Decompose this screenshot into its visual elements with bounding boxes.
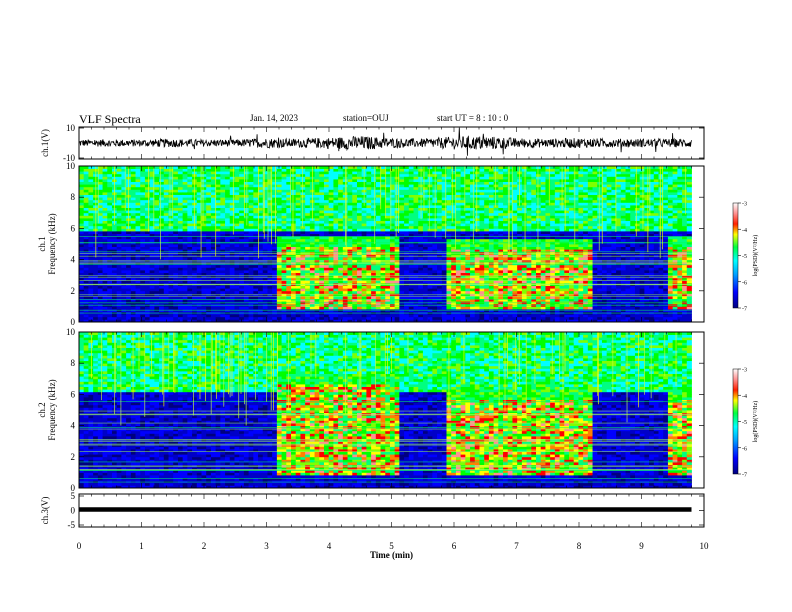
ch2-colorbar: -3 -4 -5 -6 -7 log(PSD)(V²/Hz)	[732, 368, 759, 479]
time-tick-1: 1	[139, 541, 144, 551]
ch3-waveform-panel: 5 0 -5 ch.3(V)	[40, 491, 705, 530]
ch2-spec-colorbar-tick--4: -4	[742, 394, 747, 400]
ch1-spec-ytick-4: 4	[71, 255, 76, 265]
time-tick-5: 5	[389, 541, 394, 551]
header-station: station=OUJ	[343, 113, 389, 123]
ch1-waveform-panel: 10 -10 ch.1(V)	[40, 123, 705, 163]
ch2-spec-colorbar-tick--3: -3	[742, 368, 747, 374]
ch1-colorbar: -3 -4 -5 -6 -7 log(PSD)(V²/Hz)	[732, 202, 759, 313]
ch1-spec-colorbar-scale	[732, 202, 739, 309]
ch1-spec-ytick-6: 6	[71, 223, 76, 233]
time-tick-10: 10	[700, 541, 710, 551]
time-tick-8: 8	[577, 541, 582, 551]
ch1-spec-colorbar-tick--6: -6	[742, 280, 747, 286]
ch1-spec-colorbar-tick--7: -7	[742, 307, 747, 313]
time-tick-7: 7	[514, 541, 519, 551]
ch1-spec-colorbar-tick--4: -4	[742, 228, 747, 234]
ch2-spec-colorbar-tick--6: -6	[742, 446, 747, 452]
time-axis-label: Time (min)	[370, 550, 413, 560]
ch2-spectrogram-panel: 0 2 4 6 8 10 ch.2Frequency (kHz)	[37, 327, 705, 493]
time-tick-9: 9	[639, 541, 644, 551]
header-date: Jan. 14, 2023	[250, 113, 298, 123]
ch2-spec-ytick-4: 4	[71, 421, 76, 431]
ch2-spec-ytick-2: 2	[71, 452, 76, 462]
ch1-spec-ytick-0: 0	[71, 317, 76, 327]
time-axis: 0 1 2 3 4 5 6 7 8 9 10 Time (min)	[77, 541, 709, 560]
ch2-spec-ytick-8: 8	[71, 358, 76, 368]
header-title: VLF Spectra	[79, 112, 141, 126]
ch2-spec-colorbar-tick--5: -5	[742, 420, 747, 426]
ch1-spectrogram-panel: 0 2 4 6 8 10 ch.1Frequency (kHz)	[37, 161, 705, 327]
time-tick-6: 6	[452, 541, 457, 551]
header-start-time: start UT = 8 : 10 : 0	[437, 113, 509, 123]
time-tick-3: 3	[264, 541, 269, 551]
ch1-ytick--10: -10	[63, 153, 75, 163]
ch2-spec-ytick-6: 6	[71, 389, 76, 399]
ch1-waveform-trace	[78, 127, 692, 156]
ch3-ytick-5: 5	[71, 491, 76, 501]
ch1-spec-colorbar-label: log(PSD)(V²/Hz)	[752, 235, 759, 276]
ch1-spec-colorbar-tick--5: -5	[742, 254, 747, 260]
ch1-spec-ytick-8: 8	[71, 192, 76, 202]
ch3-waveform-ylabel: ch.3(V)	[40, 497, 50, 525]
ch3-ytick-0: 0	[71, 506, 76, 516]
ch2-spec-ytick-0: 0	[71, 483, 76, 493]
ch2-spec-colorbar-label: log(PSD)(V²/Hz)	[752, 401, 759, 442]
ch1-waveform-ylabel: ch.1(V)	[40, 129, 50, 157]
ch2-spec-colorbar-tick--7: -7	[742, 473, 747, 479]
ch1-spec-colorbar-tick--3: -3	[742, 202, 747, 208]
ch3-ytick--5: -5	[68, 520, 76, 530]
ch1-spec-ytick-10: 10	[66, 161, 76, 171]
time-tick-2: 2	[202, 541, 207, 551]
ch1-spec-ytick-2: 2	[71, 286, 76, 296]
ch2-spec-ylabel: ch.2Frequency (kHz)	[37, 379, 57, 440]
time-tick-4: 4	[327, 541, 332, 551]
ch2-spec-ytick-10: 10	[66, 327, 76, 337]
ch1-ytick-10: 10	[66, 123, 76, 133]
ch2-spec-colorbar-scale	[732, 368, 739, 475]
time-tick-0: 0	[77, 541, 82, 551]
ch1-spec-ylabel: ch.1Frequency (kHz)	[37, 213, 57, 274]
